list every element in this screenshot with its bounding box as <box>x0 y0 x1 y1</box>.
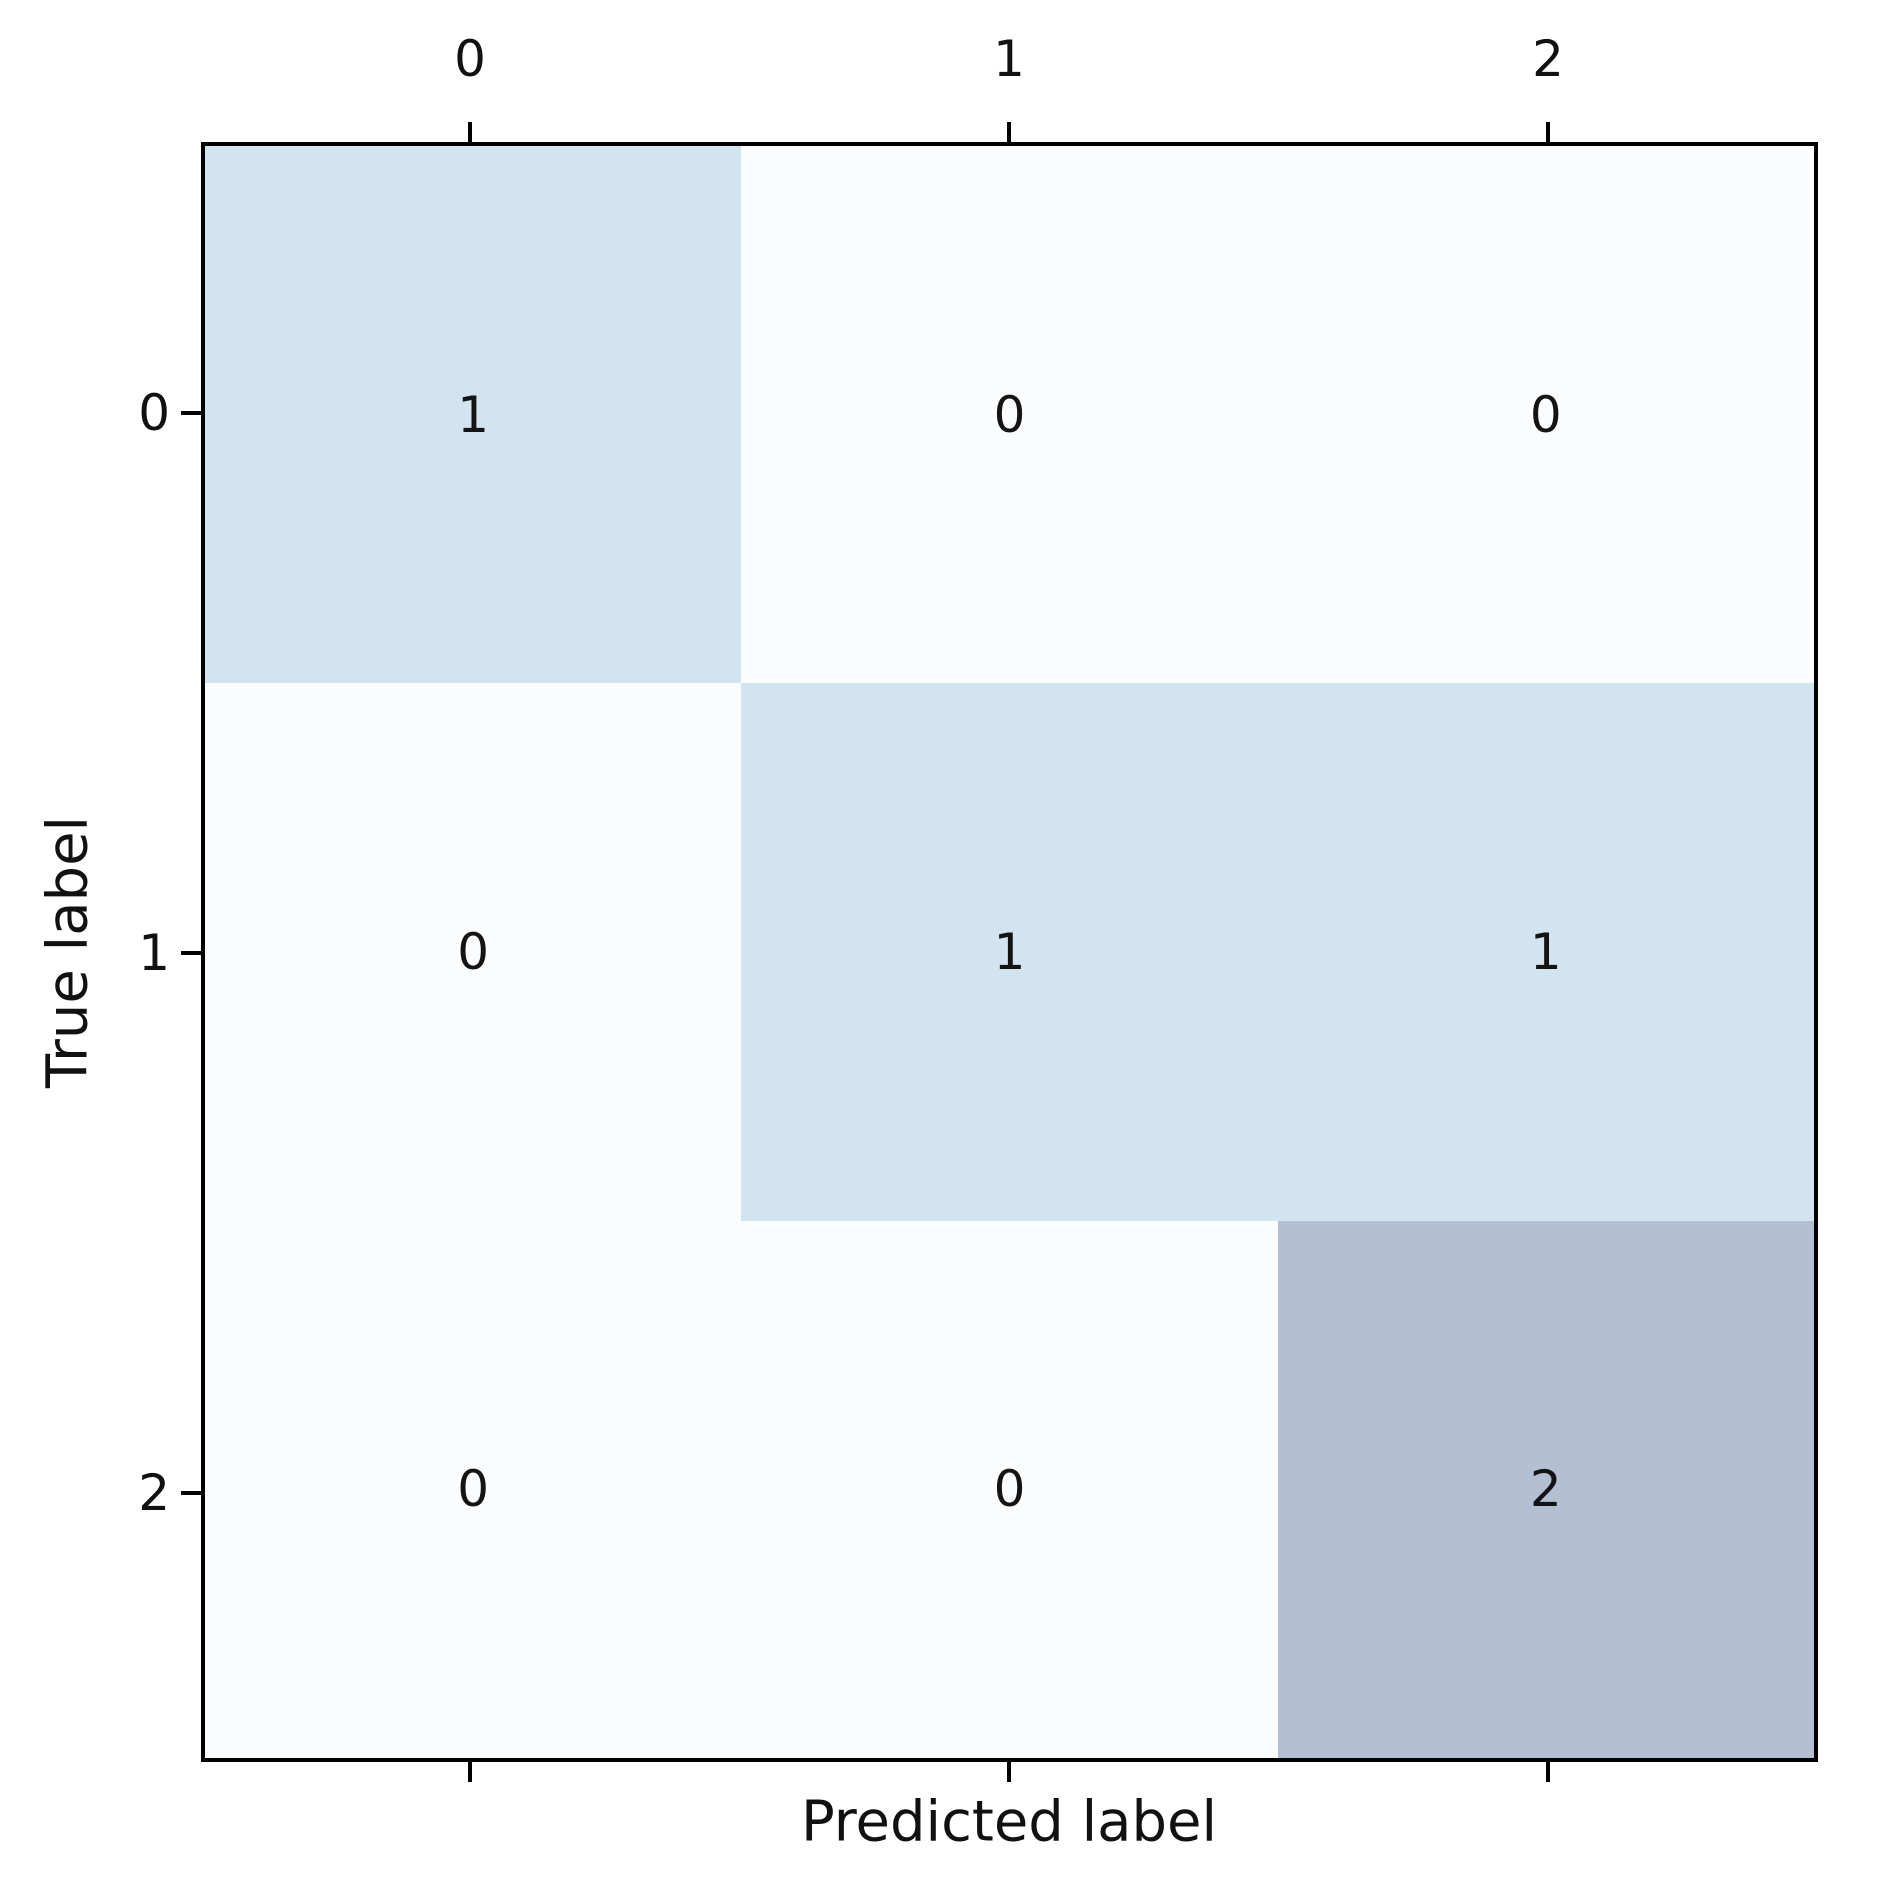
y-tick-mark-1 <box>181 951 201 955</box>
matrix-cell-r0-c1: 0 <box>741 146 1278 684</box>
x-top-tick-mark-1 <box>1007 122 1011 142</box>
matrix-cell-r0-c0: 1 <box>205 146 742 684</box>
confusion-matrix-plot: 1 0 0 0 1 1 0 0 2 <box>201 142 1818 1762</box>
x-tick-label-1: 1 <box>993 30 1025 88</box>
y-tick-label-0: 0 <box>138 384 170 442</box>
matrix-cell-r2-c1: 0 <box>741 1220 1278 1758</box>
y-tick-mark-2 <box>181 1491 201 1495</box>
x-tick-label-0: 0 <box>454 30 486 88</box>
y-tick-label-2: 2 <box>138 1464 170 1522</box>
x-tick-label-2: 2 <box>1532 30 1564 88</box>
matrix-cell-r0-c2: 0 <box>1277 146 1814 684</box>
x-bottom-tick-mark-1 <box>1007 1762 1011 1782</box>
x-top-tick-mark-0 <box>468 122 472 142</box>
matrix-cell-r2-c2: 2 <box>1277 1220 1814 1758</box>
matrix-cell-r2-c0: 0 <box>205 1220 742 1758</box>
x-bottom-tick-mark-0 <box>468 1762 472 1782</box>
y-tick-mark-0 <box>181 411 201 415</box>
matrix-cell-r1-c0: 0 <box>205 683 742 1221</box>
x-top-tick-mark-2 <box>1546 122 1550 142</box>
matrix-cell-r1-c2: 1 <box>1277 683 1814 1221</box>
matrix-cell-r1-c1: 1 <box>741 683 1278 1221</box>
y-tick-label-1: 1 <box>138 924 170 982</box>
x-bottom-tick-mark-2 <box>1546 1762 1550 1782</box>
y-axis-label: True label <box>35 815 101 1089</box>
x-axis-label: Predicted label <box>800 1789 1218 1855</box>
